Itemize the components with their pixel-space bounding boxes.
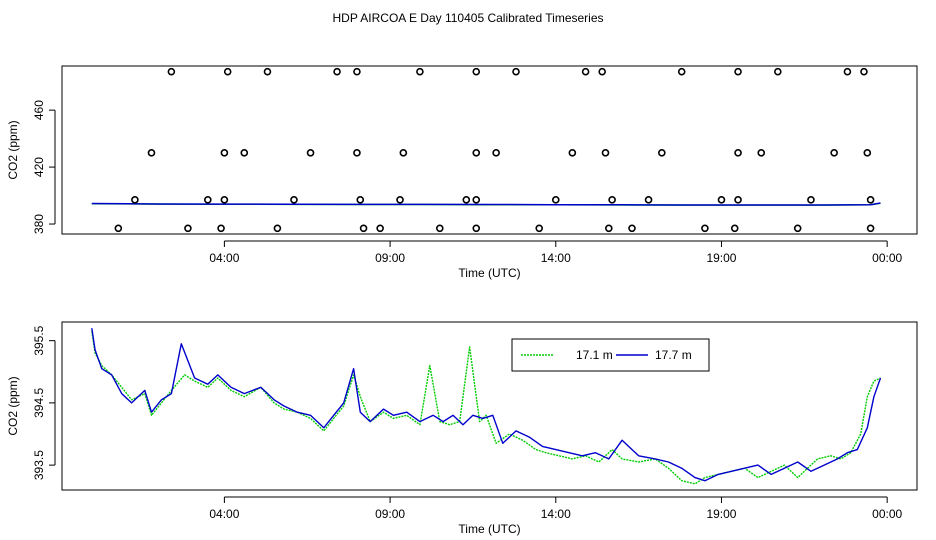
- data-point: [793, 224, 802, 233]
- data-point: [551, 196, 560, 204]
- y-tick-label: 393.5: [32, 450, 46, 480]
- data-point: [396, 196, 404, 204]
- line-panel: 04:00 09:00 14:00 19:00 00:00 Time (UTC) 393.5…: [6, 321, 918, 536]
- data-point: [223, 67, 232, 76]
- data-point: [472, 224, 481, 233]
- x-tick-label: 19:00: [706, 251, 736, 265]
- data-point: [416, 67, 424, 76]
- data-point: [734, 149, 742, 157]
- figure-title: HDP AIRCOA E Day 110405 Calibrated Times…: [332, 11, 603, 25]
- data-point: [147, 149, 156, 157]
- data-point: [734, 67, 742, 76]
- data-point: [240, 149, 249, 157]
- x-axis-label: Time (UTC): [458, 266, 520, 280]
- data-point: [677, 67, 686, 76]
- data-point: [830, 149, 838, 157]
- y-tick-label: 380: [32, 214, 46, 234]
- x-tick-label: 00:00: [872, 507, 902, 521]
- data-point: [306, 149, 315, 157]
- y-axis-label: CO2 (ppm): [6, 120, 20, 179]
- data-point: [472, 196, 481, 204]
- data-point: [290, 196, 298, 204]
- data-point: [730, 224, 739, 233]
- data-point: [462, 196, 471, 204]
- data-point: [359, 224, 368, 233]
- data-point: [860, 67, 868, 76]
- data-point: [263, 67, 272, 76]
- legend-box: [511, 338, 710, 372]
- data-point: [220, 196, 229, 204]
- data-point: [535, 224, 544, 233]
- data-point: [131, 196, 139, 204]
- data-point: [598, 67, 606, 76]
- data-point: [774, 67, 782, 76]
- data-point: [376, 224, 384, 233]
- data-point: [717, 196, 726, 204]
- data-point: [333, 67, 341, 76]
- legend-label: 17.1 m: [576, 348, 613, 362]
- data-point: [628, 224, 636, 233]
- x-tick-label: 14:00: [541, 507, 571, 521]
- data-point: [843, 67, 852, 76]
- data-point: [807, 196, 815, 204]
- data-point: [644, 196, 653, 204]
- scatter-panel: 04:00 09:00 14:00 19:00 00:00 Time (UTC) 380 42…: [6, 65, 918, 280]
- data-point: [217, 224, 225, 233]
- data-point: [204, 196, 212, 204]
- data-point: [866, 224, 875, 233]
- series-line: [91, 331, 881, 485]
- y-tick-label: 420: [32, 157, 46, 177]
- data-point: [435, 224, 444, 233]
- data-point: [220, 149, 229, 157]
- y-tick-label: 395.5: [32, 325, 46, 355]
- x-tick-label: 14:00: [541, 251, 571, 265]
- y-axis-label: CO2 (ppm): [6, 376, 20, 435]
- data-point: [701, 224, 709, 233]
- x-tick-label: 09:00: [375, 251, 405, 265]
- data-point: [167, 67, 176, 76]
- timeseries-line: [91, 202, 881, 206]
- y-tick-label: 460: [32, 100, 46, 120]
- data-point: [863, 149, 872, 157]
- data-point: [568, 149, 577, 157]
- data-point: [581, 67, 590, 76]
- data-point: [353, 67, 361, 76]
- legend: 17.1 m 17.7 m: [511, 338, 710, 372]
- data-point: [512, 67, 520, 76]
- data-point: [472, 149, 481, 157]
- x-tick-label: 19:00: [706, 507, 736, 521]
- series-line: [91, 328, 882, 482]
- plot-frame: [61, 321, 918, 491]
- data-point: [734, 196, 742, 204]
- data-point: [472, 67, 481, 76]
- x-axis-label: Time (UTC): [458, 522, 520, 536]
- x-tick-label: 00:00: [872, 251, 902, 265]
- data-point: [866, 196, 875, 204]
- data-point: [608, 196, 616, 204]
- data-point: [184, 224, 192, 233]
- data-point: [273, 224, 282, 233]
- legend-label: 17.7 m: [655, 348, 692, 362]
- data-point: [658, 149, 666, 157]
- y-tick-label: 394.5: [32, 388, 46, 418]
- x-tick-label: 04:00: [209, 251, 239, 265]
- data-point: [114, 224, 123, 233]
- plot-frame: [61, 65, 918, 235]
- data-point: [492, 149, 500, 157]
- data-point: [601, 149, 610, 157]
- x-tick-label: 09:00: [375, 507, 405, 521]
- data-point: [356, 196, 365, 204]
- data-point: [605, 224, 613, 233]
- x-tick-label: 04:00: [209, 507, 239, 521]
- data-point: [757, 149, 766, 157]
- data-point: [399, 149, 408, 157]
- data-point: [353, 149, 361, 157]
